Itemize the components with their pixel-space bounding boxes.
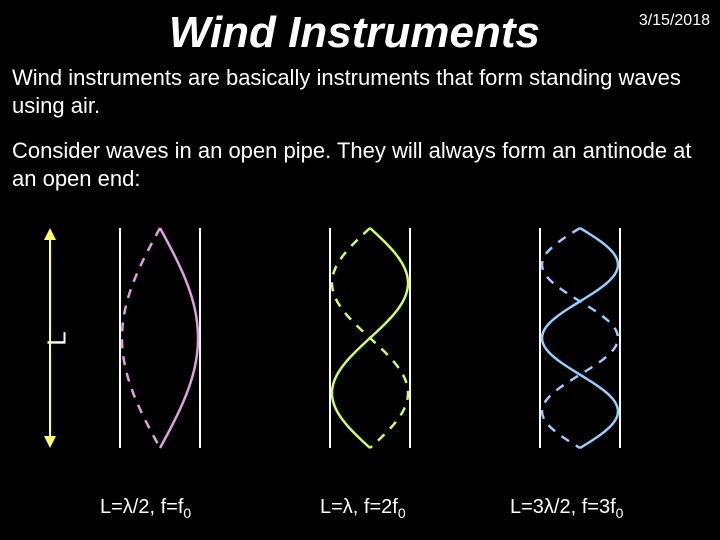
pipe-harmonic-1 [110, 228, 210, 448]
pipe-diagram-row: L [0, 228, 720, 488]
intro-paragraph-2: Consider waves in an open pipe. They wil… [0, 131, 720, 198]
page-title: Wind Instruments [10, 8, 639, 58]
wave-solid [542, 228, 618, 448]
pipe-harmonic-3 [530, 228, 630, 448]
date-label: 3/15/2018 [639, 8, 710, 30]
wave-dashed [122, 228, 160, 448]
wave-solid [160, 228, 198, 448]
length-label: L [42, 331, 73, 345]
pipe-caption-3: L=3λ/2, f=3f0 [510, 496, 623, 521]
pipe-caption-1: L=λ/2, f=f0 [100, 496, 191, 521]
wave-dashed [542, 228, 618, 448]
pipe-caption-2: L=λ, f=2f0 [320, 496, 406, 521]
intro-paragraph-1: Wind instruments are basically instrumen… [0, 58, 720, 125]
pipe-harmonic-2 [320, 228, 420, 448]
wave-dashed [332, 228, 408, 448]
caption-row: L=λ/2, f=f0 L=λ, f=2f0 L=3λ/2, f=3f0 [0, 496, 720, 526]
